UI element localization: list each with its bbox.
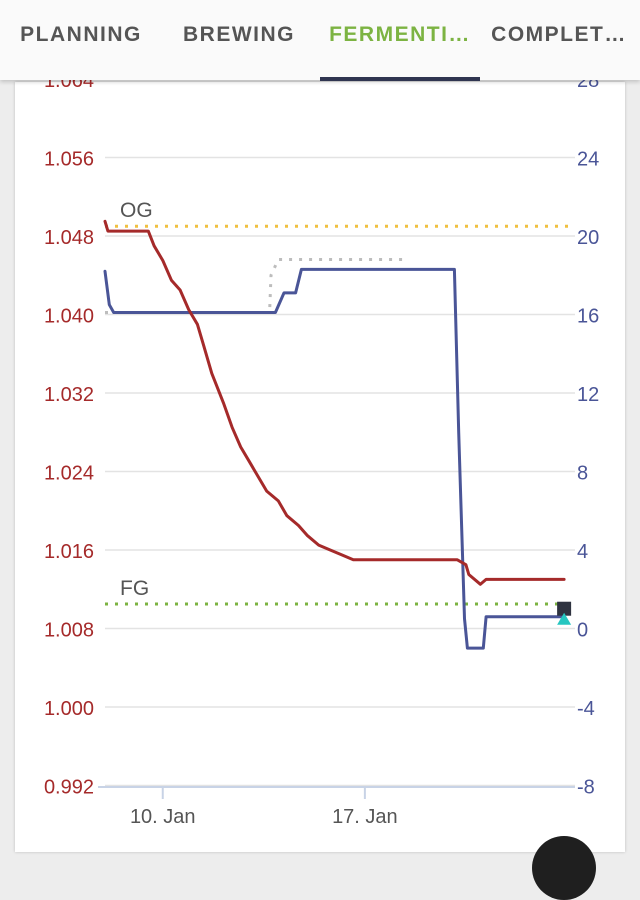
left-axis-tick-label: 1.008 — [44, 620, 94, 642]
reference-line-label: OG — [120, 199, 153, 222]
right-axis-tick-label: 4 — [577, 541, 588, 563]
temperature-end-marker — [557, 601, 572, 616]
chart-card — [15, 82, 625, 852]
tab-brewing[interactable]: BREWING — [183, 23, 295, 46]
left-axis-tick-label: 1.040 — [44, 306, 94, 328]
left-axis-tick-label: 1.024 — [44, 463, 94, 485]
left-axis-tick-label: 1.048 — [44, 227, 94, 249]
series-line-0 — [103, 219, 566, 586]
left-axis-tick-label: 1.056 — [44, 149, 94, 171]
left-axis-tick-label: 1.000 — [44, 698, 94, 720]
right-axis-tick-label: 20 — [577, 227, 599, 249]
left-axis-tick-label: 1.032 — [44, 384, 94, 406]
right-axis-tick-label: 8 — [577, 463, 588, 485]
tab-completed[interactable]: COMPLET… — [491, 23, 627, 46]
left-axis-tick-label: 0.992 — [44, 777, 94, 799]
right-axis-tick-label: 24 — [577, 149, 599, 171]
floating-action-button[interactable] — [532, 836, 596, 900]
tab-fermenting[interactable]: FERMENTI… — [329, 23, 471, 46]
right-axis-tick-label: -8 — [577, 777, 595, 799]
tab-bar: PLANNING BREWING FERMENTI… COMPLET… — [0, 0, 640, 81]
tab-planning[interactable]: PLANNING — [20, 23, 142, 46]
right-axis-tick-label: -4 — [577, 698, 595, 720]
right-axis-tick-label: 12 — [577, 384, 599, 406]
x-axis-tick-label: 10. Jan — [130, 806, 196, 828]
right-axis-tick-label: 16 — [577, 306, 599, 328]
reference-line-label: FG — [120, 577, 149, 600]
active-tab-indicator — [320, 77, 480, 81]
right-axis-tick-label: 0 — [577, 620, 588, 642]
series-line-1 — [103, 267, 566, 650]
left-axis-tick-label: 1.016 — [44, 541, 94, 563]
target-end-marker — [557, 612, 572, 625]
x-axis-tick-label: 17. Jan — [332, 806, 398, 828]
series-line-2 — [105, 258, 409, 314]
